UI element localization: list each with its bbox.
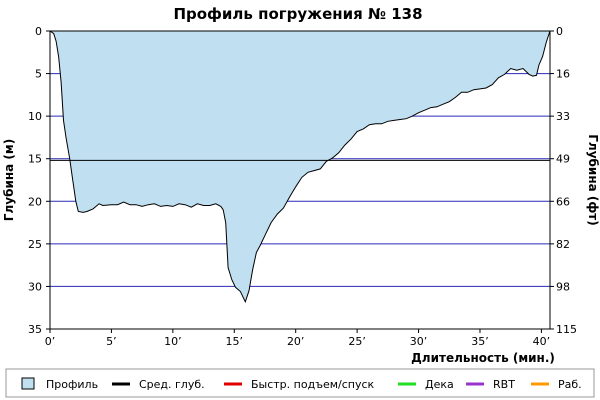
legend: Профиль Сред. глуб. Быстр. подъем/спуск Дек… [5, 368, 595, 398]
y-tick-label-ft: 98 [556, 280, 570, 293]
x-tick-label: 15’ [226, 335, 244, 348]
chart-title: Профиль погружения № 138 [173, 5, 422, 23]
legend-label: Дека [425, 378, 454, 391]
y-tick-label-ft: 0 [556, 25, 563, 38]
legend-label: Сред. глуб. [139, 378, 205, 391]
plot-frame [49, 30, 551, 330]
legend-swatch [21, 377, 35, 390]
x-tick-label: 5’ [106, 335, 117, 348]
y-tick-label-m: 0 [35, 25, 42, 38]
x-axis: 0’ 5’ 10’ 15’ 20’ 25’ 30’ 35’ 40’ [45, 329, 550, 348]
x-tick-label: 40’ [533, 335, 551, 348]
y-tick-label-m: 30 [28, 280, 42, 293]
y-tick-label-m: 10 [28, 110, 42, 123]
y-axis-left: 0 5 10 15 20 25 30 35 [28, 25, 50, 336]
legend-label: Быстр. подъем/спуск [251, 378, 375, 391]
y-tick-label-ft: 33 [556, 110, 570, 123]
legend-label: RBT [493, 378, 515, 391]
y-tick-label-ft: 49 [556, 153, 570, 166]
x-tick-label: 35’ [471, 335, 489, 348]
x-axis-label: Длительность (мин.) [411, 351, 555, 365]
x-tick-label: 30’ [410, 335, 428, 348]
x-tick-label: 25’ [348, 335, 366, 348]
x-tick-label: 0’ [45, 335, 56, 348]
y-tick-label-ft: 16 [556, 68, 570, 81]
profile-area [50, 31, 550, 302]
legend-box [5, 368, 595, 398]
y-tick-label-m: 5 [35, 68, 42, 81]
y-tick-label-ft: 115 [556, 323, 577, 336]
x-tick-label: 20’ [287, 335, 305, 348]
y-tick-label-m: 20 [28, 195, 42, 208]
x-tick-label: 10’ [164, 335, 182, 348]
y-tick-label-ft: 66 [556, 195, 570, 208]
y-tick-label-m: 15 [28, 153, 42, 166]
y-tick-label-m: 25 [28, 238, 42, 251]
y-axis-label-right: Глубина (фт) [586, 134, 600, 225]
y-tick-label-ft: 82 [556, 238, 570, 251]
legend-label: Профиль [46, 378, 98, 391]
y-axis-right: 0 16 33 49 66 82 98 115 [550, 25, 577, 336]
y-tick-label-m: 35 [28, 323, 42, 336]
profile-line [49, 30, 551, 304]
y-axis-label-left: Глубина (м) [2, 139, 16, 221]
legend-label: Раб. [558, 378, 582, 391]
